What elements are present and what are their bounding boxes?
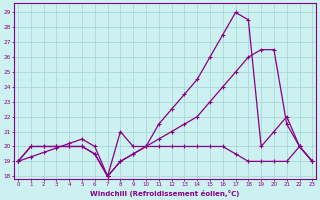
X-axis label: Windchill (Refroidissement éolien,°C): Windchill (Refroidissement éolien,°C) bbox=[91, 190, 240, 197]
